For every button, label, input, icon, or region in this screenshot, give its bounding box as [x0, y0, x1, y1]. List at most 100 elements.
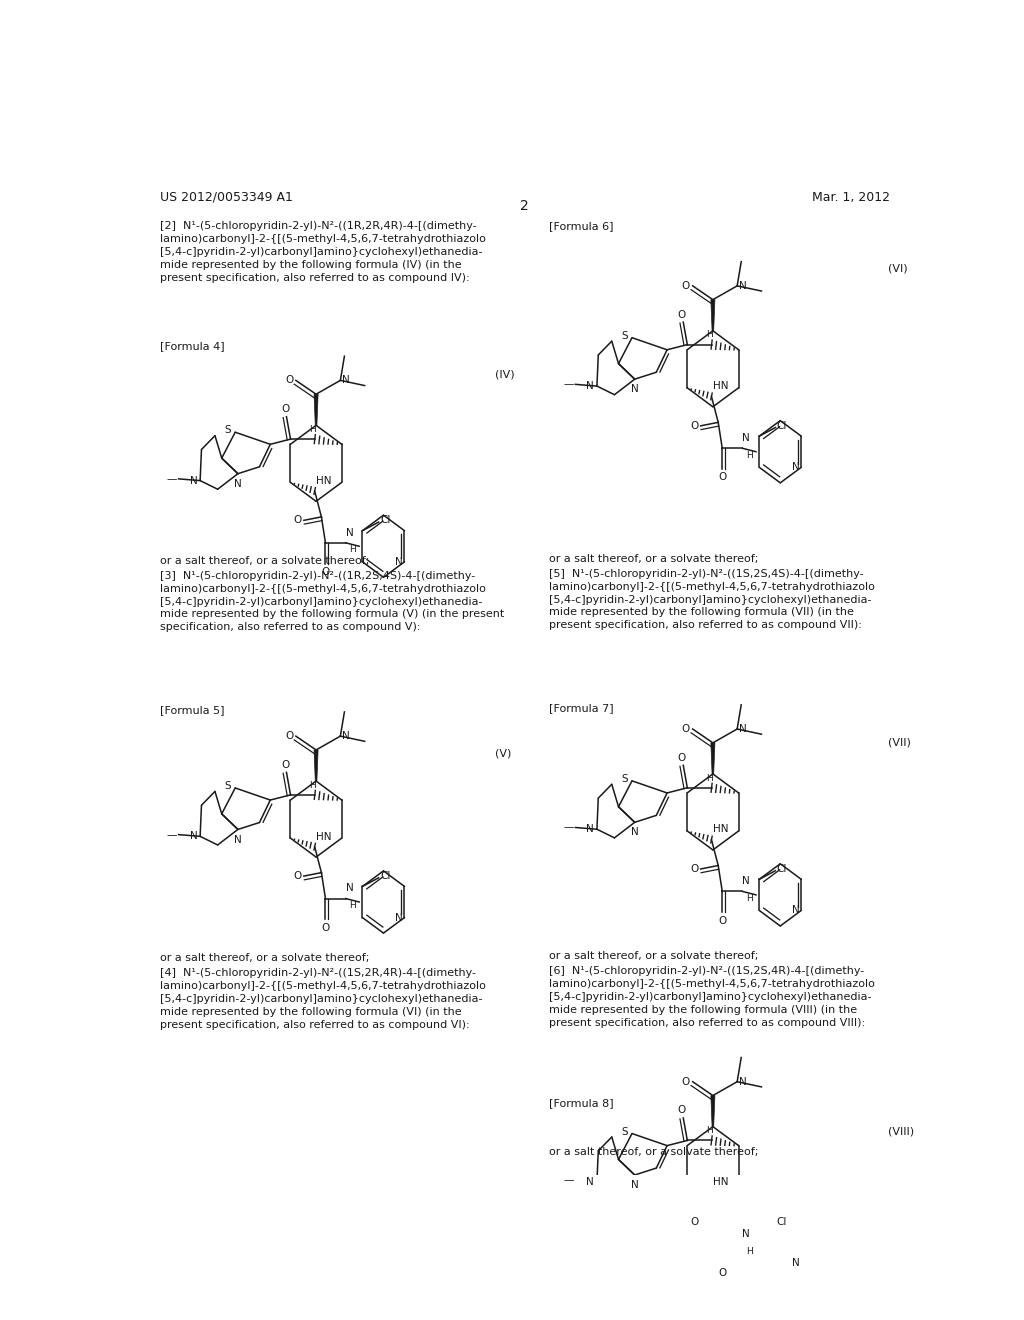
Text: N: N — [793, 1258, 800, 1269]
Text: HN: HN — [316, 832, 332, 842]
Text: O: O — [322, 568, 330, 577]
Text: N: N — [738, 723, 746, 734]
Text: N: N — [631, 828, 639, 837]
Text: N: N — [742, 1229, 751, 1239]
Text: Cl: Cl — [777, 1217, 787, 1226]
Text: or a salt thereof, or a solvate thereof;: or a salt thereof, or a solvate thereof; — [160, 556, 369, 566]
Polygon shape — [711, 1096, 715, 1127]
Text: [Formula 5]: [Formula 5] — [160, 705, 224, 715]
Text: or a salt thereof, or a solvate thereof;: or a salt thereof, or a solvate thereof; — [549, 1147, 758, 1158]
Text: Mar. 1, 2012: Mar. 1, 2012 — [812, 191, 890, 203]
Text: N: N — [631, 1180, 639, 1191]
Text: H: H — [745, 894, 753, 903]
Text: Cl: Cl — [777, 865, 787, 874]
Text: O: O — [718, 916, 726, 925]
Text: [2]  N¹-(5-chloropyridin-2-yl)-N²-((1R,2R,4R)-4-[(dimethy-
lamino)carbonyl]-2-{[: [2] N¹-(5-chloropyridin-2-yl)-N²-((1R,2R… — [160, 222, 485, 282]
Text: N: N — [189, 475, 198, 486]
Text: H: H — [707, 774, 713, 783]
Text: US 2012/0053349 A1: US 2012/0053349 A1 — [160, 191, 293, 203]
Text: H: H — [745, 450, 753, 459]
Text: N: N — [189, 832, 198, 841]
Text: H: H — [707, 330, 713, 339]
Text: Cl: Cl — [380, 871, 390, 880]
Text: N: N — [793, 906, 800, 916]
Text: O: O — [285, 375, 293, 385]
Text: HN: HN — [713, 1177, 728, 1187]
Text: O: O — [690, 1217, 698, 1226]
Text: N: N — [342, 375, 349, 385]
Text: S: S — [224, 781, 231, 791]
Polygon shape — [711, 743, 715, 774]
Text: N: N — [631, 384, 639, 395]
Text: N: N — [346, 528, 353, 537]
Text: N: N — [395, 557, 403, 566]
Text: —: — — [167, 474, 177, 484]
Text: [3]  N¹-(5-chloropyridin-2-yl)-N²-((1R,2S,4S)-4-[(dimethy-
lamino)carbonyl]-2-{[: [3] N¹-(5-chloropyridin-2-yl)-N²-((1R,2S… — [160, 572, 504, 632]
Text: N: N — [587, 381, 594, 391]
Text: Cl: Cl — [777, 421, 787, 430]
Text: 2: 2 — [520, 199, 529, 213]
Text: H: H — [349, 902, 355, 909]
Text: N: N — [346, 883, 353, 894]
Text: N: N — [742, 876, 751, 886]
Text: O: O — [682, 1077, 690, 1086]
Text: H: H — [745, 1246, 753, 1255]
Text: —: — — [167, 829, 177, 840]
Text: HN: HN — [713, 381, 728, 391]
Text: O: O — [294, 871, 302, 880]
Text: [6]  N¹-(5-chloropyridin-2-yl)-N²-((1S,2S,4R)-4-[(dimethy-
lamino)carbonyl]-2-{[: [6] N¹-(5-chloropyridin-2-yl)-N²-((1S,2S… — [549, 966, 874, 1028]
Text: N: N — [234, 834, 242, 845]
Text: S: S — [622, 331, 628, 341]
Text: O: O — [690, 421, 698, 430]
Text: N: N — [234, 479, 242, 488]
Text: H: H — [309, 780, 316, 789]
Text: N: N — [587, 1177, 594, 1187]
Text: (VI): (VI) — [888, 263, 908, 273]
Text: [4]  N¹-(5-chloropyridin-2-yl)-N²-((1S,2R,4R)-4-[(dimethy-
lamino)carbonyl]-2-{[: [4] N¹-(5-chloropyridin-2-yl)-N²-((1S,2R… — [160, 969, 485, 1030]
Text: N: N — [742, 433, 751, 444]
Text: N: N — [587, 824, 594, 834]
Text: —: — — [563, 1175, 574, 1185]
Text: O: O — [281, 404, 289, 414]
Text: O: O — [682, 281, 690, 290]
Text: —: — — [563, 379, 574, 389]
Text: O: O — [718, 473, 726, 483]
Text: [5]  N¹-(5-chloropyridin-2-yl)-N²-((1S,2S,4S)-4-[(dimethy-
lamino)carbonyl]-2-{[: [5] N¹-(5-chloropyridin-2-yl)-N²-((1S,2S… — [549, 569, 874, 630]
Text: H: H — [707, 1126, 713, 1135]
Polygon shape — [314, 395, 318, 425]
Text: O: O — [718, 1269, 726, 1278]
Text: S: S — [622, 774, 628, 784]
Text: H: H — [349, 545, 355, 554]
Text: O: O — [281, 760, 289, 770]
Text: or a salt thereof, or a solvate thereof;: or a salt thereof, or a solvate thereof; — [160, 953, 369, 964]
Text: Cl: Cl — [380, 515, 390, 525]
Text: O: O — [678, 752, 686, 763]
Text: —: — — [563, 822, 574, 833]
Text: (V): (V) — [495, 748, 511, 759]
Text: N: N — [738, 1077, 746, 1086]
Text: O: O — [690, 865, 698, 874]
Text: [Formula 6]: [Formula 6] — [549, 222, 613, 231]
Text: (IV): (IV) — [495, 370, 514, 380]
Text: O: O — [322, 923, 330, 933]
Text: N: N — [793, 462, 800, 473]
Text: N: N — [342, 731, 349, 741]
Text: O: O — [285, 731, 293, 741]
Polygon shape — [314, 750, 318, 781]
Polygon shape — [711, 300, 715, 331]
Text: O: O — [678, 1105, 686, 1115]
Text: or a salt thereof, or a solvate thereof;: or a salt thereof, or a solvate thereof; — [549, 554, 758, 564]
Text: S: S — [224, 425, 231, 436]
Text: H: H — [309, 425, 316, 434]
Text: (VIII): (VIII) — [888, 1126, 914, 1137]
Text: O: O — [294, 515, 302, 525]
Text: O: O — [682, 723, 690, 734]
Text: [Formula 7]: [Formula 7] — [549, 704, 613, 713]
Text: [Formula 8]: [Formula 8] — [549, 1098, 613, 1109]
Text: HN: HN — [713, 825, 728, 834]
Text: or a salt thereof, or a solvate thereof;: or a salt thereof, or a solvate thereof; — [549, 952, 758, 961]
Text: (VII): (VII) — [888, 738, 911, 747]
Text: S: S — [622, 1127, 628, 1137]
Text: N: N — [738, 281, 746, 290]
Text: N: N — [395, 912, 403, 923]
